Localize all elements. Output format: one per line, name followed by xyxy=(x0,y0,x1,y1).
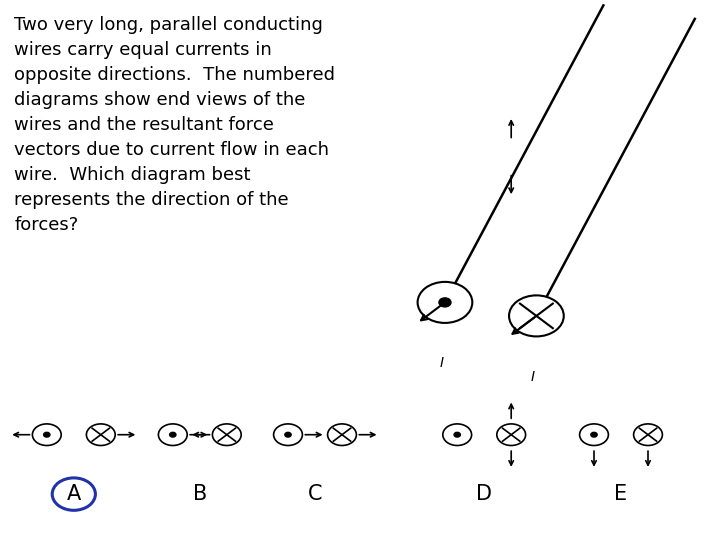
Text: B: B xyxy=(193,484,207,504)
Circle shape xyxy=(443,424,472,446)
Circle shape xyxy=(170,433,176,437)
Text: D: D xyxy=(476,484,492,504)
Circle shape xyxy=(509,295,564,336)
Circle shape xyxy=(497,424,526,446)
Text: I: I xyxy=(439,356,444,370)
Text: C: C xyxy=(307,484,323,504)
Circle shape xyxy=(158,424,187,446)
Circle shape xyxy=(418,282,472,323)
Circle shape xyxy=(591,433,597,437)
Circle shape xyxy=(86,424,115,446)
Text: I: I xyxy=(531,370,535,384)
Circle shape xyxy=(439,298,451,307)
Circle shape xyxy=(328,424,356,446)
Circle shape xyxy=(274,424,302,446)
Circle shape xyxy=(580,424,608,446)
Circle shape xyxy=(634,424,662,446)
Circle shape xyxy=(32,424,61,446)
Circle shape xyxy=(44,433,50,437)
Text: A: A xyxy=(67,484,81,504)
Circle shape xyxy=(212,424,241,446)
Text: Two very long, parallel conducting
wires carry equal currents in
opposite direct: Two very long, parallel conducting wires… xyxy=(14,16,336,234)
Text: E: E xyxy=(614,484,628,504)
Circle shape xyxy=(285,433,291,437)
Circle shape xyxy=(454,433,460,437)
